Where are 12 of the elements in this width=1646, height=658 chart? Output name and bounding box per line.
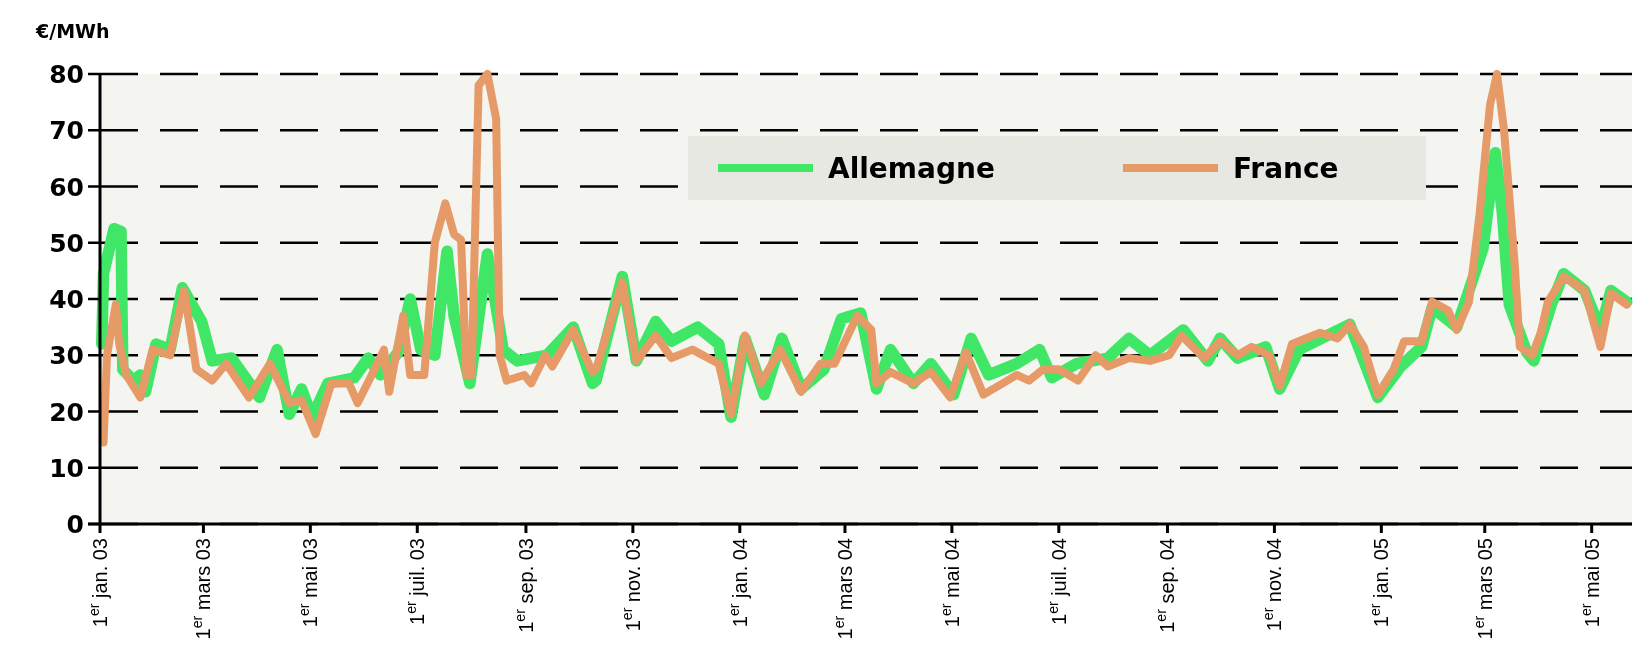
y-tick-label: 0 (66, 510, 84, 539)
y-tick-label: 60 (49, 172, 84, 202)
y-tick-label: 40 (49, 285, 84, 314)
y-tick-label: 70 (49, 116, 84, 146)
y-axis-title: €/MWh (35, 20, 110, 42)
legend-label: France (1233, 152, 1339, 186)
y-tick-label: 20 (49, 397, 84, 427)
y-tick-label: 10 (49, 453, 84, 483)
legend-label: Allemagne (828, 152, 995, 186)
y-tick-label: 50 (49, 228, 84, 258)
y-tick-label: 30 (49, 341, 84, 371)
y-tick-label: 80 (49, 60, 84, 89)
